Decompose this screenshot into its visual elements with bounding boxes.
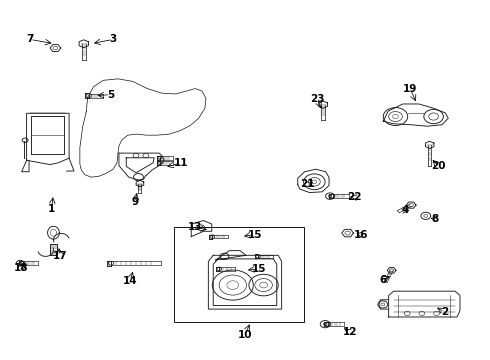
Text: 9: 9 — [131, 197, 139, 207]
Text: 12: 12 — [343, 327, 357, 337]
Text: 4: 4 — [402, 206, 409, 216]
Text: 16: 16 — [354, 230, 368, 239]
Text: 15: 15 — [247, 230, 262, 239]
Text: 5: 5 — [107, 90, 114, 100]
Text: 22: 22 — [347, 192, 362, 202]
Text: 23: 23 — [310, 94, 324, 104]
Text: 8: 8 — [431, 214, 438, 224]
Text: 17: 17 — [53, 251, 68, 261]
Text: 7: 7 — [26, 35, 34, 44]
Bar — [174, 226, 304, 321]
Text: 13: 13 — [188, 222, 202, 232]
Text: 1: 1 — [48, 204, 55, 214]
Text: 21: 21 — [300, 179, 315, 189]
Text: 2: 2 — [441, 307, 448, 317]
Text: 14: 14 — [123, 276, 138, 286]
Text: 3: 3 — [109, 35, 117, 44]
Text: 11: 11 — [174, 158, 189, 168]
Text: 6: 6 — [379, 275, 387, 285]
Text: 20: 20 — [431, 161, 445, 171]
Text: 15: 15 — [251, 264, 266, 274]
Text: 10: 10 — [238, 330, 252, 340]
Text: 19: 19 — [403, 84, 417, 94]
Text: 18: 18 — [14, 262, 28, 273]
